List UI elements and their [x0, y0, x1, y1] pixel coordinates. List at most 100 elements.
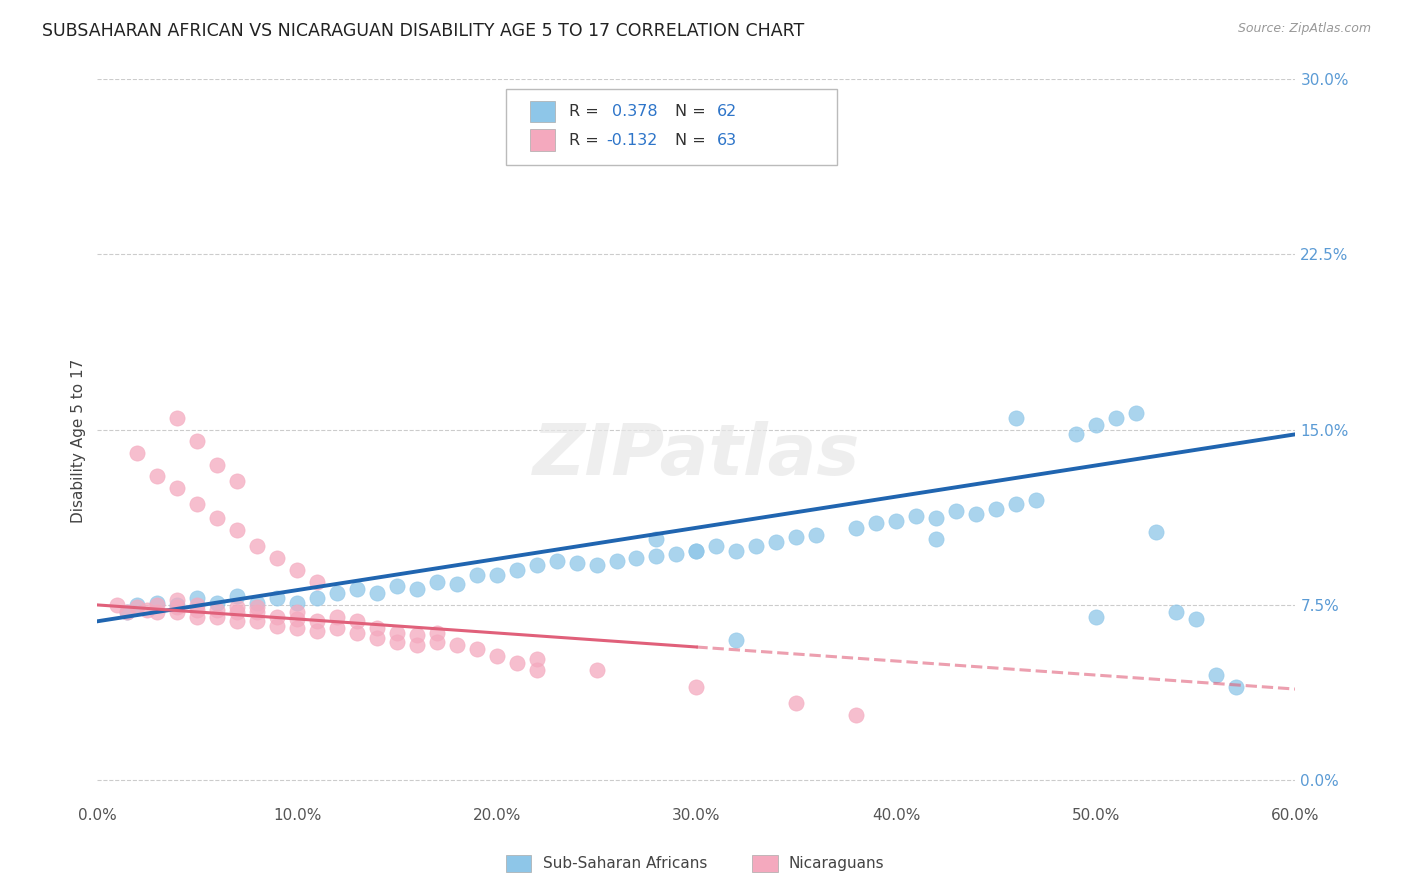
Point: [845, 707, 868, 722]
Point: [905, 509, 928, 524]
Point: [366, 631, 388, 645]
Point: [1225, 680, 1247, 694]
Point: [266, 619, 288, 633]
Text: 63: 63: [717, 133, 737, 147]
Point: [285, 563, 308, 577]
Point: [505, 657, 527, 671]
Point: [1125, 406, 1147, 420]
Point: [565, 556, 588, 570]
Point: [186, 609, 208, 624]
Point: [925, 511, 948, 525]
Text: 62: 62: [717, 104, 737, 119]
Point: [266, 591, 288, 605]
Text: R =: R =: [569, 104, 605, 119]
Point: [166, 600, 188, 615]
Point: [845, 521, 868, 535]
Point: [405, 582, 427, 596]
Point: [405, 628, 427, 642]
Point: [246, 605, 269, 619]
Point: [426, 626, 449, 640]
Point: [105, 598, 128, 612]
Point: [305, 591, 328, 605]
Point: [1144, 525, 1167, 540]
Point: [166, 593, 188, 607]
Point: [526, 651, 548, 665]
Point: [984, 502, 1007, 516]
Point: [146, 605, 169, 619]
Point: [965, 507, 987, 521]
Point: [246, 596, 269, 610]
Point: [606, 553, 628, 567]
Point: [446, 638, 468, 652]
Point: [136, 602, 159, 616]
Point: [725, 544, 748, 558]
Point: [1005, 497, 1028, 511]
Point: [1005, 411, 1028, 425]
Y-axis label: Disability Age 5 to 17: Disability Age 5 to 17: [72, 359, 86, 524]
Point: [1205, 668, 1227, 682]
Point: [326, 609, 349, 624]
Point: [127, 446, 149, 460]
Text: Nicaraguans: Nicaraguans: [789, 856, 884, 871]
Point: [1105, 411, 1128, 425]
Point: [166, 605, 188, 619]
Point: [186, 434, 208, 449]
Text: -0.132: -0.132: [606, 133, 658, 147]
Point: [426, 635, 449, 649]
Point: [685, 544, 707, 558]
Point: [505, 563, 527, 577]
Point: [117, 605, 139, 619]
Point: [645, 549, 668, 563]
Point: [865, 516, 887, 530]
Point: [366, 621, 388, 635]
Point: [465, 567, 488, 582]
Point: [1064, 427, 1087, 442]
Point: [485, 649, 508, 664]
Text: Source: ZipAtlas.com: Source: ZipAtlas.com: [1237, 22, 1371, 36]
Point: [1184, 612, 1206, 626]
Point: [446, 577, 468, 591]
Point: [226, 600, 249, 615]
Point: [366, 586, 388, 600]
Point: [205, 609, 228, 624]
Point: [205, 602, 228, 616]
Text: SUBSAHARAN AFRICAN VS NICARAGUAN DISABILITY AGE 5 TO 17 CORRELATION CHART: SUBSAHARAN AFRICAN VS NICARAGUAN DISABIL…: [42, 22, 804, 40]
Point: [945, 504, 967, 518]
Text: N =: N =: [675, 104, 711, 119]
Point: [166, 411, 188, 425]
Point: [226, 589, 249, 603]
Point: [526, 664, 548, 678]
Text: N =: N =: [675, 133, 711, 147]
Point: [127, 598, 149, 612]
Point: [385, 635, 408, 649]
Point: [706, 540, 728, 554]
Point: [186, 602, 208, 616]
Point: [465, 642, 488, 657]
Point: [305, 624, 328, 638]
Point: [346, 615, 368, 629]
Point: [226, 523, 249, 537]
Point: [685, 544, 707, 558]
Point: [346, 582, 368, 596]
Point: [246, 615, 269, 629]
Point: [485, 567, 508, 582]
Point: [186, 598, 208, 612]
Point: [385, 626, 408, 640]
Point: [685, 680, 707, 694]
Point: [117, 605, 139, 619]
Point: [226, 474, 249, 488]
Point: [285, 596, 308, 610]
Point: [326, 586, 349, 600]
Point: [585, 664, 607, 678]
Text: R =: R =: [569, 133, 605, 147]
Point: [246, 600, 269, 615]
Point: [226, 605, 249, 619]
Point: [205, 511, 228, 525]
Point: [1164, 605, 1187, 619]
Point: [285, 621, 308, 635]
Point: [626, 551, 648, 566]
Point: [884, 514, 907, 528]
Point: [166, 481, 188, 495]
Point: [1084, 609, 1107, 624]
Point: [205, 458, 228, 472]
